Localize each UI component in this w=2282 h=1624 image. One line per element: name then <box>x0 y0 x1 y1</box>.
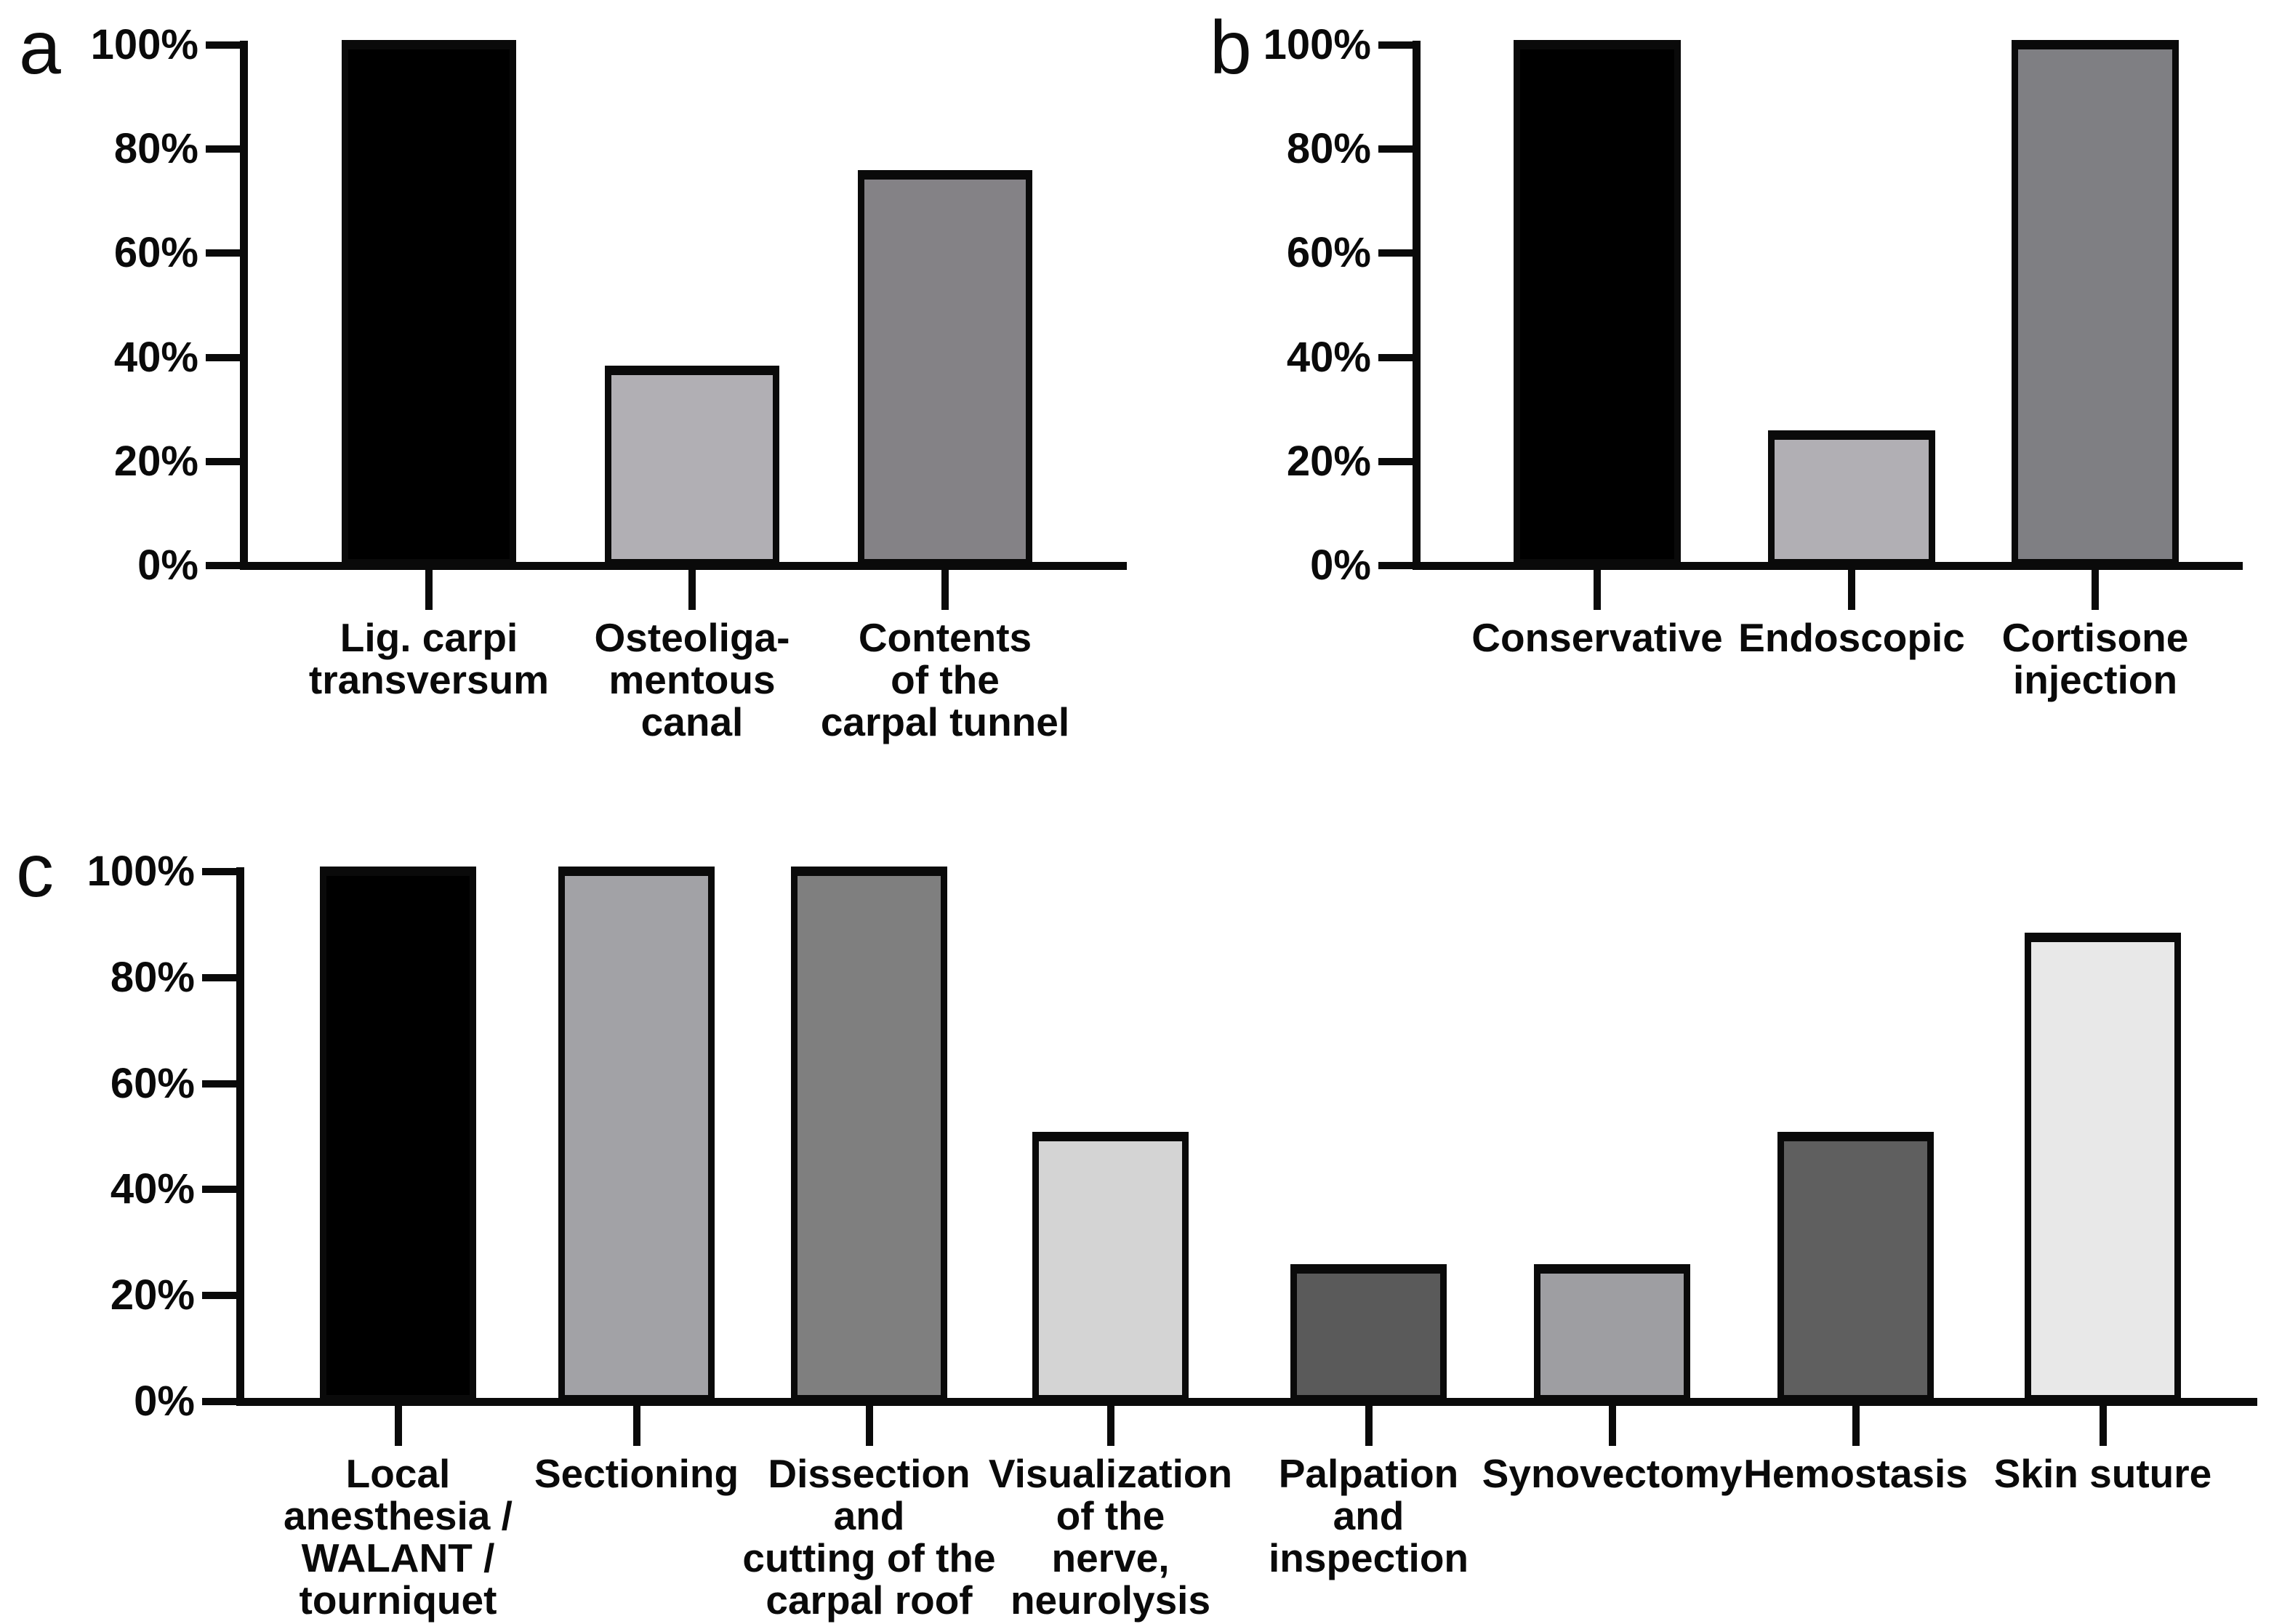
y-tick-label: 40% <box>113 333 198 381</box>
bar-label: Sectioning <box>534 1451 739 1496</box>
panel-c-letter: c <box>16 829 54 913</box>
bar-label: Synovectomy <box>1482 1451 1743 1496</box>
y-tick <box>1378 562 1416 569</box>
x-tick <box>2099 1406 2107 1446</box>
y-tick-label: 20% <box>113 437 198 485</box>
bar <box>558 867 715 1402</box>
x-tick <box>865 1406 873 1446</box>
x-axis <box>240 562 1127 570</box>
y-tick <box>1378 41 1416 49</box>
x-tick <box>394 1406 402 1446</box>
y-tick-label: 100% <box>90 21 198 68</box>
y-tick <box>206 353 244 361</box>
y-tick-label: 100% <box>1263 21 1371 68</box>
y-tick <box>202 1080 240 1088</box>
y-tick-label: 100% <box>87 848 195 895</box>
bar <box>2025 933 2181 1402</box>
x-tick <box>1594 570 1601 610</box>
y-tick <box>202 868 240 875</box>
panel-a-letter: a <box>19 6 61 90</box>
bar <box>320 867 476 1402</box>
bar-label: Hemostasis <box>1743 1451 1968 1496</box>
y-tick <box>206 145 244 153</box>
y-tick <box>206 249 244 257</box>
y-tick-label: 60% <box>110 1059 195 1107</box>
y-tick <box>202 1398 240 1405</box>
bar <box>858 170 1032 566</box>
y-axis <box>1413 41 1421 570</box>
y-tick <box>1378 249 1416 257</box>
x-tick <box>941 570 949 610</box>
bar <box>1777 1131 1934 1402</box>
bar-label: Cortisone injection <box>2001 615 2189 702</box>
y-axis <box>240 41 248 570</box>
y-tick <box>202 1292 240 1300</box>
y-tick-label: 20% <box>110 1271 195 1319</box>
x-tick <box>1848 570 1855 610</box>
y-tick-label: 0% <box>134 1378 195 1425</box>
bar <box>1514 40 1681 566</box>
bar <box>2012 40 2179 566</box>
y-tick-label: 40% <box>110 1165 195 1213</box>
x-tick <box>1608 1406 1616 1446</box>
x-tick <box>1106 1406 1114 1446</box>
y-tick-label: 40% <box>1286 333 1371 381</box>
y-axis <box>236 867 244 1406</box>
y-tick-label: 80% <box>113 125 198 173</box>
bar-label: Skin suture <box>1993 1451 2212 1496</box>
bar <box>1032 1131 1189 1402</box>
x-axis <box>236 1398 2257 1406</box>
bar-label: Lig. carpi transversum <box>308 615 550 702</box>
bar <box>1534 1263 1690 1402</box>
y-tick <box>202 1186 240 1194</box>
bar-label: Dissection and cutting of the carpal roo… <box>742 1451 996 1623</box>
y-tick <box>206 41 244 49</box>
bar <box>342 40 516 566</box>
bar-label: Contents of the carpal tunnel <box>820 615 1070 744</box>
bar-label: Endoscopic <box>1738 615 1965 660</box>
x-tick <box>2092 570 2099 610</box>
bar-label: Palpation and inspection <box>1268 1451 1469 1580</box>
x-tick <box>632 1406 640 1446</box>
y-tick <box>1378 353 1416 361</box>
bar <box>791 867 947 1402</box>
x-tick <box>425 570 433 610</box>
bar <box>1290 1263 1447 1402</box>
y-tick-label: 0% <box>1310 542 1371 589</box>
y-tick <box>206 562 244 569</box>
y-tick-label: 60% <box>113 229 198 277</box>
bar-label: Osteoliga- mentous canal <box>594 615 790 744</box>
x-axis <box>1413 562 2243 570</box>
y-tick-label: 20% <box>1286 437 1371 485</box>
bar-label: Local anesthesia / WALANT / tourniquet <box>284 1451 513 1623</box>
y-tick <box>1378 457 1416 465</box>
bar <box>605 365 779 566</box>
y-tick <box>1378 145 1416 153</box>
bar-label: Visualization of the nerve, neurolysis <box>988 1451 1233 1623</box>
x-tick <box>1852 1406 1860 1446</box>
bar-label: Conservative <box>1471 615 1723 660</box>
bar <box>1768 430 1935 566</box>
x-tick <box>1365 1406 1373 1446</box>
y-tick <box>206 457 244 465</box>
y-tick-label: 80% <box>1286 125 1371 173</box>
x-tick <box>688 570 696 610</box>
panel-b-letter: b <box>1210 6 1252 90</box>
y-tick-label: 80% <box>110 953 195 1001</box>
y-tick-label: 60% <box>1286 229 1371 277</box>
y-tick-label: 0% <box>137 542 198 589</box>
y-tick <box>202 973 240 981</box>
